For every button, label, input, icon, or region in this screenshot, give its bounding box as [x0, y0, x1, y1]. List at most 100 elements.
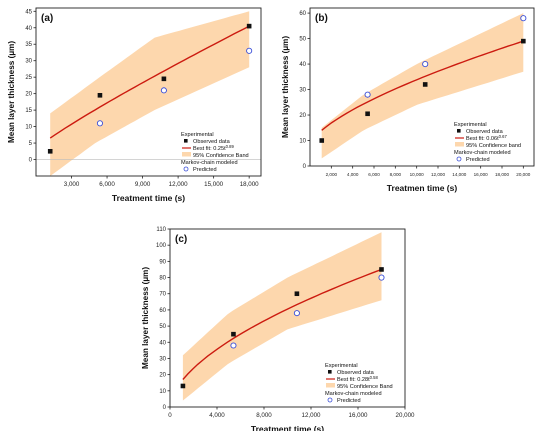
legend-observed-swatch [457, 129, 461, 133]
y-tick-label: 30 [159, 356, 166, 362]
legend-fit: Best fit: 0.25t0.89 [193, 144, 234, 152]
panel-label: (a) [41, 13, 53, 24]
legend-predicted-swatch [183, 166, 189, 172]
y-tick-label: 50 [159, 324, 166, 330]
observed-point [246, 23, 252, 29]
predicted-point [246, 47, 253, 54]
y-tick-label: 20 [25, 92, 32, 98]
y-tick-label: 30 [299, 88, 306, 94]
x-tick-label: 16,000 [474, 172, 488, 177]
y-tick-label: 45 [25, 9, 32, 15]
y-tick-label: 40 [299, 62, 306, 68]
y-tick-label: 80 [159, 276, 166, 282]
x-tick-label: 2,000 [326, 172, 338, 177]
legend-title: Experimental [454, 122, 487, 128]
plot-area [321, 13, 524, 159]
observed-point [294, 291, 300, 297]
y-tick-label: 90 [159, 259, 166, 265]
legend-observed: Observed data [466, 129, 504, 135]
y-tick-label: 110 [156, 227, 166, 233]
y-axis-label: Mean layer thickness (µm) [7, 41, 16, 143]
x-tick-label: 9,000 [135, 181, 151, 188]
y-tick-label: 35 [25, 42, 32, 48]
predicted-point [160, 87, 167, 94]
observed-point [180, 383, 186, 389]
y-tick-label: 20 [159, 373, 166, 379]
legend-model-title: Markov-chain modeled [181, 160, 238, 166]
y-tick-label: 60 [159, 308, 166, 314]
x-tick-label: 4,000 [209, 412, 225, 419]
y-tick-label: 20 [299, 113, 306, 119]
x-axis-label: Treatment time (s) [251, 424, 324, 431]
y-tick-label: 10 [299, 139, 306, 145]
y-tick-label: 50 [299, 37, 306, 43]
legend-band-swatch [455, 142, 464, 147]
predicted-point [96, 120, 103, 127]
legend-band: 95% Confidence Band [337, 384, 393, 390]
x-tick-label: 10,000 [410, 172, 424, 177]
observed-point [161, 76, 167, 82]
legend-predicted: Predicted [337, 398, 361, 404]
legend-band-swatch [182, 152, 191, 157]
x-tick-label: 12,000 [302, 412, 321, 419]
legend-observed: Observed data [337, 370, 375, 376]
x-tick-label: 0 [168, 412, 172, 419]
confidence-band [321, 13, 524, 159]
y-tick-label: 70 [159, 292, 166, 298]
x-tick-label: 12,000 [169, 181, 188, 188]
plot-area [182, 232, 382, 401]
legend-observed-swatch [328, 370, 332, 374]
legend-observed-swatch [184, 139, 188, 143]
y-tick-label: 15 [25, 108, 32, 114]
x-tick-label: 18,000 [240, 181, 259, 188]
legend-band: 95% Confidence band [466, 143, 521, 149]
y-tick-label: 60 [299, 11, 306, 17]
legend-band: 95% Confidence Band [193, 153, 249, 159]
plot-frame [169, 228, 406, 408]
y-tick-label: 0 [303, 164, 307, 170]
plot-area [36, 11, 261, 176]
confidence-band [182, 232, 382, 401]
legend-title: Experimental [181, 132, 214, 138]
observed-point [47, 148, 53, 154]
legend-observed: Observed data [193, 139, 231, 145]
x-tick-label: 12,000 [431, 172, 445, 177]
observed-point [365, 111, 370, 117]
panel-label: (c) [175, 234, 187, 245]
plot-frame [35, 7, 262, 177]
observed-point [422, 82, 428, 87]
plot-frame [309, 7, 535, 167]
chart-a: 3,000 6,000 9,000 12,000 15,000 18,000 0 5 10 15 2… [7, 7, 262, 203]
predicted-point [293, 310, 300, 317]
legend-predicted: Predicted [466, 157, 490, 163]
observed-point [521, 38, 526, 44]
y-tick-label: 40 [25, 26, 32, 32]
predicted-point [520, 15, 527, 22]
observed-point [231, 331, 236, 337]
y-tick-label: 25 [25, 75, 32, 81]
predicted-point [230, 342, 237, 349]
legend-fit: Best fit: 0.28t0.58 [337, 375, 378, 383]
legend-predicted-swatch [327, 397, 333, 403]
y-tick-label: 30 [25, 59, 32, 65]
y-tick-label: 0 [29, 158, 33, 164]
x-tick-label: 8,000 [256, 412, 272, 419]
x-tick-label: 8,000 [390, 172, 402, 177]
legend-band-swatch [326, 383, 335, 388]
x-tick-label: 18,000 [495, 172, 509, 177]
legend-predicted: Predicted [193, 167, 217, 173]
x-tick-label: 3,000 [64, 181, 80, 188]
y-tick-label: 5 [29, 141, 33, 147]
x-tick-label: 6,000 [99, 181, 115, 188]
x-tick-label: 6,000 [368, 172, 380, 177]
legend-model-title: Markov-chain modeled [325, 391, 382, 397]
x-tick-label: 20,000 [396, 412, 415, 419]
predicted-point [378, 274, 385, 281]
y-tick-label: 10 [159, 389, 166, 395]
x-axis-label: Treatment time (s) [112, 193, 185, 203]
x-tick-label: 14,000 [452, 172, 466, 177]
chart-b: 2,000 4,000 6,000 8,000 10,000 12,000 14,000 16… [281, 7, 535, 193]
